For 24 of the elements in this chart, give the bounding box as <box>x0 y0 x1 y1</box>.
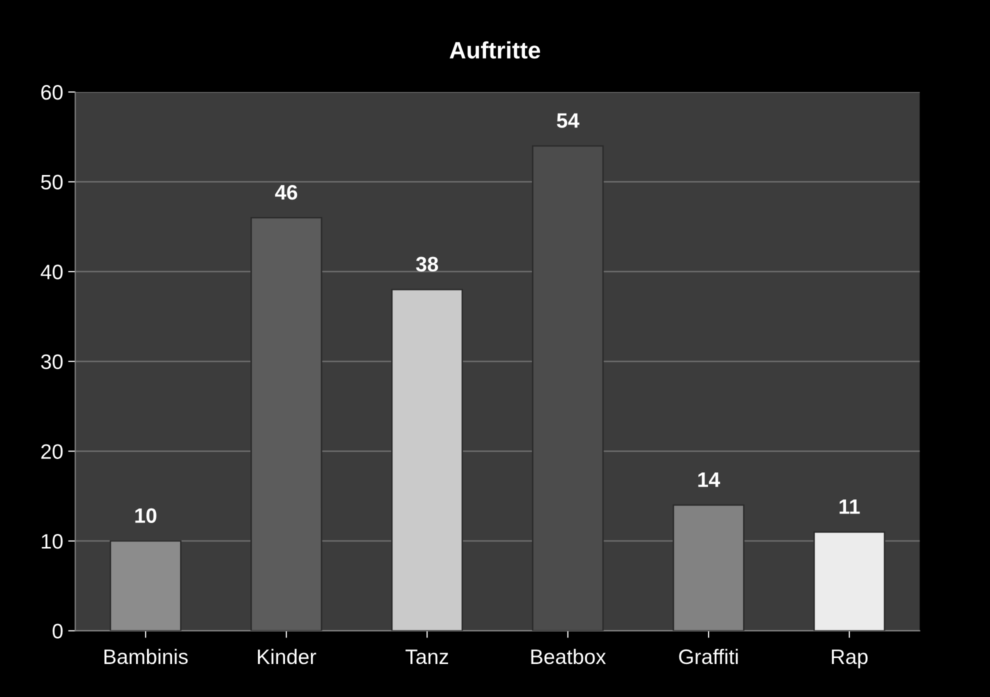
data-label: 11 <box>840 499 860 514</box>
x-tick-label: Bambinis <box>104 648 188 664</box>
x-tick-label: Tanz <box>406 650 448 664</box>
bar <box>532 145 604 631</box>
y-tick-label: 40 <box>40 264 63 280</box>
x-tick-label: Rap <box>832 650 868 668</box>
chart-title: Auftritte <box>450 41 540 59</box>
bar <box>391 288 463 631</box>
y-tick-label: 10 <box>42 534 63 549</box>
y-tick-label: 60 <box>41 85 63 100</box>
y-tick-label: 0 <box>52 624 63 639</box>
bar <box>250 217 322 631</box>
data-label: 46 <box>275 184 298 200</box>
y-tick-label: 20 <box>41 444 63 459</box>
data-label: 54 <box>556 113 580 128</box>
data-label: 14 <box>698 472 720 487</box>
data-label: 38 <box>416 256 438 272</box>
y-tick-label: 50 <box>41 174 63 190</box>
y-tick-label: 30 <box>41 354 63 370</box>
data-label: 10 <box>135 508 156 523</box>
x-tick-label: Graffiti <box>679 648 738 664</box>
bar <box>813 531 886 631</box>
x-tick-label: Beatbox <box>531 648 606 664</box>
x-tick-label: Kinder <box>258 648 316 664</box>
